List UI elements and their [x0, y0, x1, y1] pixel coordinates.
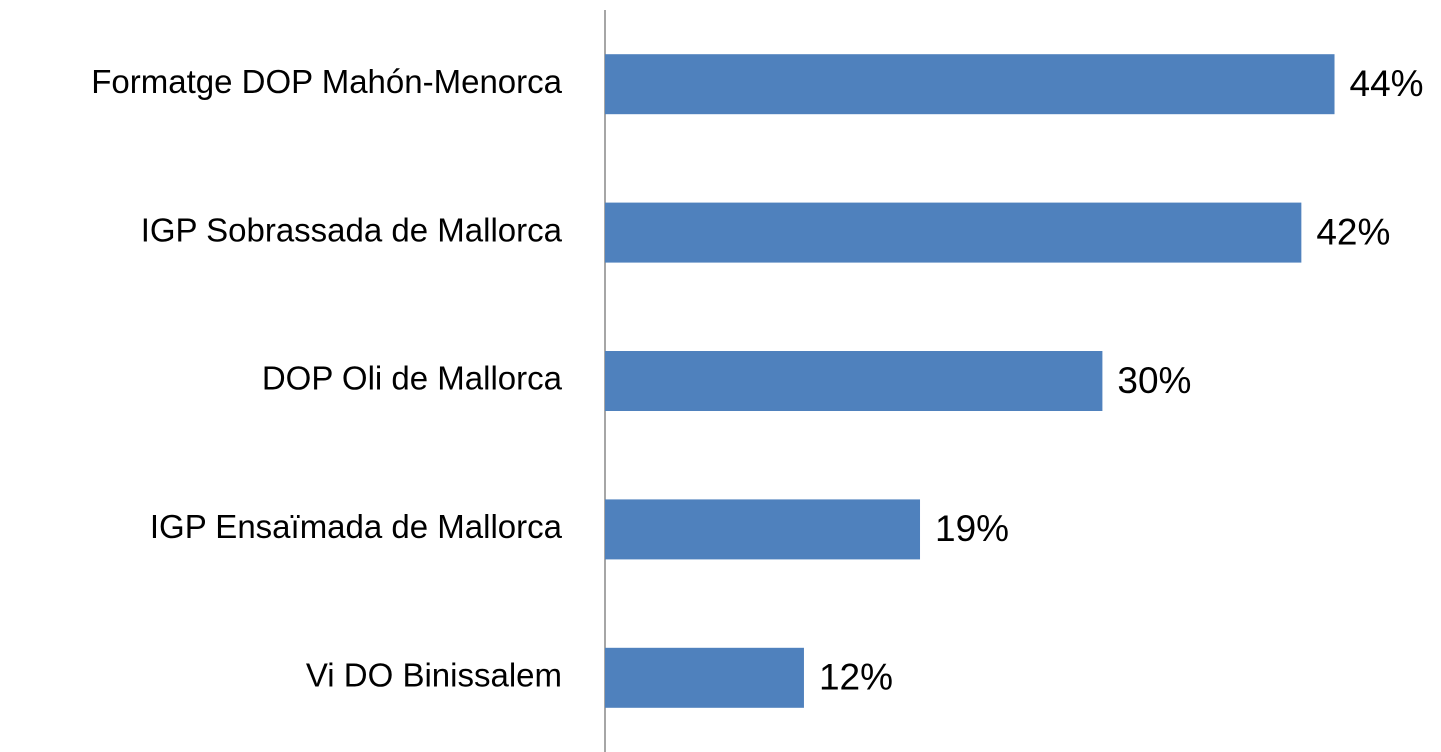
y-tick-label: IGP Sobrassada de Mallorca: [141, 211, 563, 248]
value-label: 44%: [1350, 63, 1424, 104]
value-label: 30%: [1117, 360, 1191, 401]
value-label: 42%: [1316, 211, 1390, 252]
bar: [605, 351, 1103, 411]
y-tick-label: IGP Ensaïmada de Mallorca: [150, 508, 563, 545]
value-label: 12%: [819, 657, 893, 698]
y-tick-label: Vi DO Binissalem: [306, 657, 562, 694]
y-tick-label: Formatge DOP Mahón-Menorca: [91, 63, 562, 100]
value-label: 19%: [935, 508, 1009, 549]
y-tick-label: DOP Oli de Mallorca: [262, 360, 563, 397]
bar: [605, 499, 921, 560]
bar: [605, 647, 804, 708]
bar: [605, 202, 1302, 263]
bar: [605, 54, 1335, 115]
